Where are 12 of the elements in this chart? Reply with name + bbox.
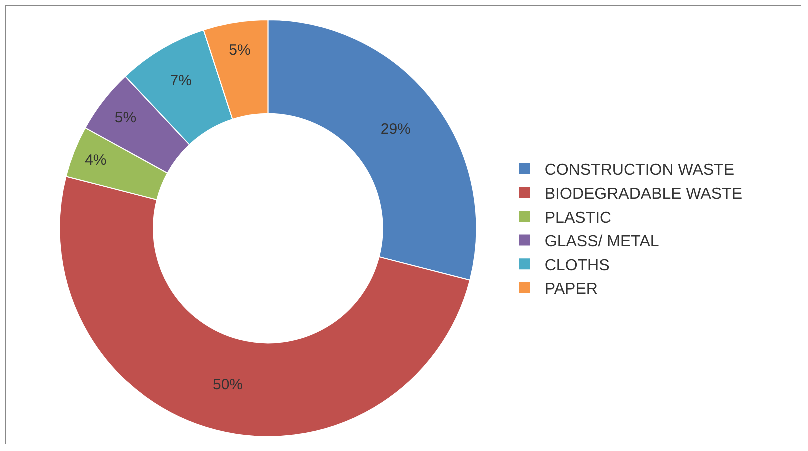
legend-label: PAPER [544, 281, 598, 298]
legend-label: GLASS/ METAL [544, 234, 660, 251]
legend-label: CONSTRUCTION WASTE [544, 162, 735, 180]
data-label: 29% [380, 120, 411, 138]
legend-label: BIODEGRADABLE WASTE [544, 186, 743, 203]
data-label: 7% [170, 72, 192, 90]
data-label: 5% [114, 109, 137, 126]
data-label: 5% [229, 42, 251, 59]
data-label: 50% [213, 376, 244, 394]
data-label: 4% [85, 152, 107, 169]
legend-label: PLASTIC [544, 210, 612, 227]
legend-label: CLOTHS [544, 257, 610, 274]
